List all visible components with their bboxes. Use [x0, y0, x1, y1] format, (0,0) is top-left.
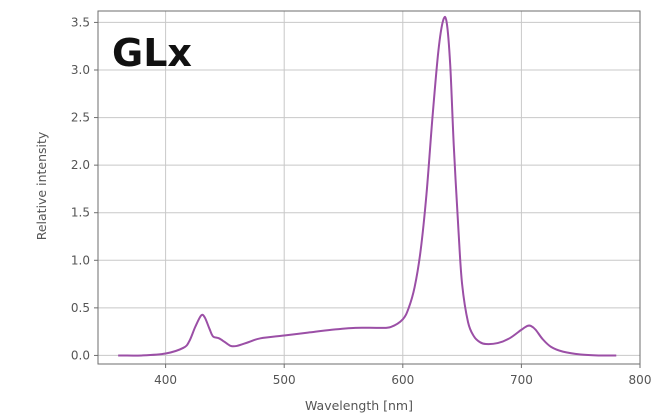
y-tick-label: 0.0	[71, 348, 90, 362]
y-tick-label: 1.5	[71, 206, 90, 220]
x-tick-label: 400	[154, 373, 177, 387]
series-layer	[118, 15, 617, 357]
y-tick-label: 2.0	[71, 158, 90, 172]
y-tick-label: 0.5	[71, 301, 90, 315]
y-tick-label: 1.0	[71, 253, 90, 267]
y-tick-label: 3.5	[71, 15, 90, 29]
x-tick-label: 800	[629, 373, 652, 387]
y-tick-label: 2.5	[71, 111, 90, 125]
x-axis-label: Wavelength [nm]	[305, 398, 413, 413]
y-axis-ticks: 0.0 0.5 1.0 1.5 2.0 2.5 3.0 3.5	[71, 15, 98, 362]
grid	[98, 11, 640, 364]
x-tick-label: 700	[510, 373, 533, 387]
spectrum-line	[118, 15, 617, 357]
y-axis-label: Relative intensity	[34, 131, 49, 240]
glx-annotation: GLx	[112, 31, 192, 75]
plot-frame	[97, 10, 641, 365]
y-tick-label: 3.0	[71, 63, 90, 77]
x-tick-label: 500	[273, 373, 296, 387]
x-axis-ticks: 400 500 600 700 800	[154, 364, 651, 387]
x-tick-label: 600	[391, 373, 414, 387]
